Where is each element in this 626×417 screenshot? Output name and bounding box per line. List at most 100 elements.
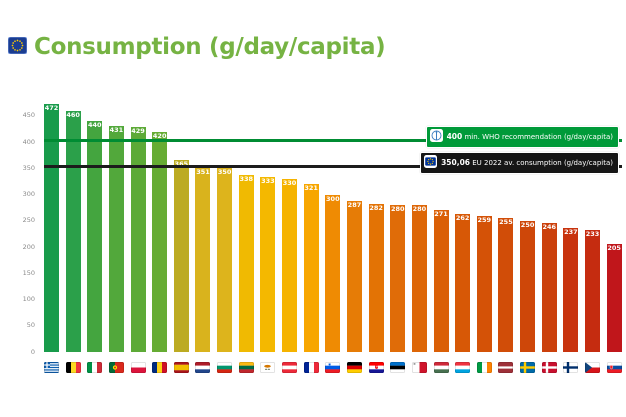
bar-value-label: 246 [542,222,557,231]
flag-hungary-icon [433,358,449,373]
bar-value-label: 262 [455,214,470,223]
bar-hungary: 271 [433,209,449,352]
bar-value-label: 365 [172,161,191,168]
y-tick-label: 100 [22,295,35,303]
page-title: Consumption (g/day/capita) [34,34,386,60]
bar-poland: 429 [130,126,146,352]
bar-value-label: 321 [304,183,318,192]
who-icon [429,129,443,145]
eu-average-legend: 350,06 EU 2022 av. consumption (g/day/ca… [420,152,619,174]
flag-cyprus-icon [260,358,276,373]
bar-latvia: 255 [498,218,514,352]
bar-czechia: 233 [585,229,601,352]
plot-area: 472 460 440 431 429 420 365 351 350 338 333 330 321 3… [44,100,622,352]
bar-value-label: 255 [499,218,513,227]
bar-value-label: 233 [585,229,600,238]
flag-denmark-icon [541,358,557,373]
flag-italy-icon [87,358,103,373]
flag-finland-icon [563,358,579,373]
bar-value-label: 330 [282,178,297,187]
bar-luxembourg: 262 [455,214,471,352]
bar-value-label: 205 [607,244,621,253]
bar-slovenia: 300 [325,194,341,352]
bar-value-label: 287 [347,201,362,210]
flag-france-icon [303,358,319,373]
bar-value-label: 250 [520,220,535,229]
bar-value-label: 259 [477,216,492,224]
bar-value-label: 420 [152,131,167,140]
y-tick-label: 50 [26,321,35,330]
bar-italy: 440 [87,121,103,352]
bar-romania: 420 [152,131,168,352]
who-recommendation-line [44,138,622,142]
flag-greece-icon [44,358,59,373]
bar-value-label: 280 [412,205,427,213]
bar-portugal: 431 [108,125,124,352]
bar-value-label: 282 [369,203,383,212]
bar-france: 321 [303,183,319,352]
flag-slovenia-icon [325,358,341,373]
bar-value-label: 460 [66,110,80,119]
bar-germany: 287 [346,201,362,352]
title-bar: Consumption (g/day/capita) [7,34,386,60]
bar-netherlands: 351 [195,167,211,352]
bar-value-label: 429 [131,126,145,135]
flag-ireland-icon [476,358,492,373]
bar-value-label: 472 [44,104,59,113]
legend-text: 350,06 EU 2022 av. consumption (g/day/ca… [441,158,613,167]
flag-croatia-icon [368,358,384,373]
flag-malta-icon [411,358,427,373]
flag-latvia-icon [498,358,514,373]
bar-value-label: 280 [390,205,405,213]
flag-lithuania-icon [238,358,254,373]
bar-belgium: 460 [65,110,81,352]
bar-denmark: 246 [541,222,557,352]
y-tick-label: 400 [22,137,35,146]
bar-value-label: 271 [434,209,448,218]
flag-slovakia-icon [606,358,622,373]
flag-bulgaria-icon [217,358,233,373]
flag-estonia-icon [390,358,406,373]
y-tick-label: 350 [22,163,35,172]
y-tick-label: 300 [22,190,35,198]
bar-series: 472 460 440 431 429 420 365 351 350 338 333 330 321 3… [44,100,622,352]
bar-finland: 237 [563,227,579,352]
bar-slovakia: 205 [606,244,622,352]
legend-text: 400 min. WHO recommendation (g/day/capit… [446,132,613,141]
y-tick-label: 200 [22,242,35,251]
y-tick-label: 250 [22,216,35,225]
bar-ireland: 259 [476,216,492,352]
eu-icon [424,155,438,171]
bar-value-label: 350 [217,168,232,177]
bar-value-label: 338 [239,174,254,183]
bar-malta: 280 [411,205,427,352]
x-axis-flags [44,358,622,373]
bar-value-label: 333 [261,177,275,186]
flag-poland-icon [130,358,146,373]
eu-average-line [44,165,622,169]
bar-croatia: 282 [368,203,384,352]
bar-value-label: 440 [87,121,102,129]
flag-austria-icon [282,358,298,373]
y-tick-label: 0 [30,347,35,356]
bar-cyprus: 333 [260,177,276,352]
flag-germany-icon [346,358,362,373]
flag-romania-icon [152,358,168,373]
bar-sweden: 250 [520,220,536,352]
bar-value-label: 300 [326,194,340,203]
who-recommendation-legend: 400 min. WHO recommendation (g/day/capit… [425,126,619,148]
flag-portugal-icon [108,358,124,373]
y-tick-label: 150 [22,268,35,277]
flag-spain-icon [173,358,189,373]
bar-value-label: 351 [196,167,210,176]
bar-value-label: 431 [109,125,124,134]
y-tick-label: 450 [22,111,35,120]
eu-flag-icon [7,36,28,58]
bar-estonia: 280 [390,205,406,352]
flag-czechia-icon [585,358,601,373]
bar-lithuania: 338 [238,174,254,352]
bar-bulgaria: 350 [217,168,233,352]
bar-austria: 330 [282,178,298,352]
flag-luxembourg-icon [455,358,471,373]
flag-netherlands-icon [195,358,211,373]
